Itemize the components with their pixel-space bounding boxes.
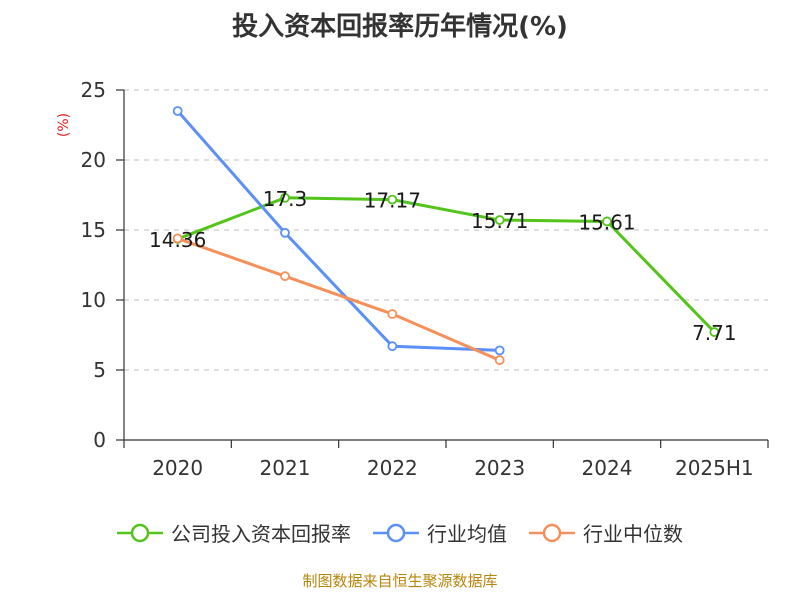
data-point-company [387,194,398,205]
legend-line-marker-icon [373,523,419,542]
legend-label-company: 公司投入资本回报率 [171,522,351,546]
data-label: 14.36 [149,228,206,252]
y-tick-label: 15 [81,218,106,242]
series-line-industry-average [176,110,500,352]
x-tick-label: 2020 [152,456,203,480]
data-label: 17.17 [364,189,421,213]
grid-lines [124,89,768,371]
x-tick-label: 2023 [474,456,525,480]
data-point-industry-median [280,271,290,282]
data-point-company [494,215,505,225]
legend-item-company[interactable]: 公司投入资本回报率 [117,518,351,547]
y-tick-label: 0 [93,428,106,452]
data-point-industry-average [172,106,183,116]
y-tick-label: 10 [81,288,106,312]
axes: 0 5 10 15 20 25 2020 2021 2022 2023 2024 2025H1 (%) [56,78,769,480]
data-point-company [280,192,290,203]
series-line-industry-median [177,236,501,362]
data-label: 15.61 [578,210,635,234]
legend-item-industry-median[interactable]: 行业中位数 [529,518,683,547]
x-tick-label: 2025H1 [675,456,754,480]
legend-line-marker-icon [117,523,163,542]
data-label: 7.71 [692,321,737,345]
data-point-industry-average [494,345,505,356]
source-note: 制图数据来自恒生聚源数据库 [302,572,498,590]
legend-label-industry-median: 行业中位数 [583,522,683,546]
y-tick-label: 25 [81,78,106,102]
y-axis-label: (%) [56,113,72,137]
y-tick-label: 20 [81,148,106,172]
legend-label-industry-average: 行业均值 [427,522,507,546]
series-lines [172,106,720,366]
data-label: 15.71 [471,209,528,233]
chart-title: 投入资本回报率历年情况(%) [232,12,568,42]
series-line-company [177,196,716,334]
x-tick-label: 2021 [260,456,311,480]
data-point-industry-average [387,341,398,352]
legend: 公司投入资本回报率 行业均值 行业中位数 [0,518,800,547]
x-tick-label: 2024 [582,456,633,480]
data-point-industry-average [280,227,290,238]
y-tick-label: 5 [93,358,106,382]
data-point-company [602,216,612,227]
data-point-industry-median [172,233,183,244]
data-point-company [709,327,720,337]
data-labels: 14.36 17.3 17.17 15.71 15.61 7.71 [149,187,737,345]
data-label: 17.3 [263,187,308,211]
legend-line-marker-icon [529,523,575,542]
x-tick-label: 2022 [367,456,418,480]
legend-item-industry-average[interactable]: 行业均值 [373,518,507,547]
data-point-industry-median [387,309,398,319]
data-point-industry-median [494,355,505,366]
